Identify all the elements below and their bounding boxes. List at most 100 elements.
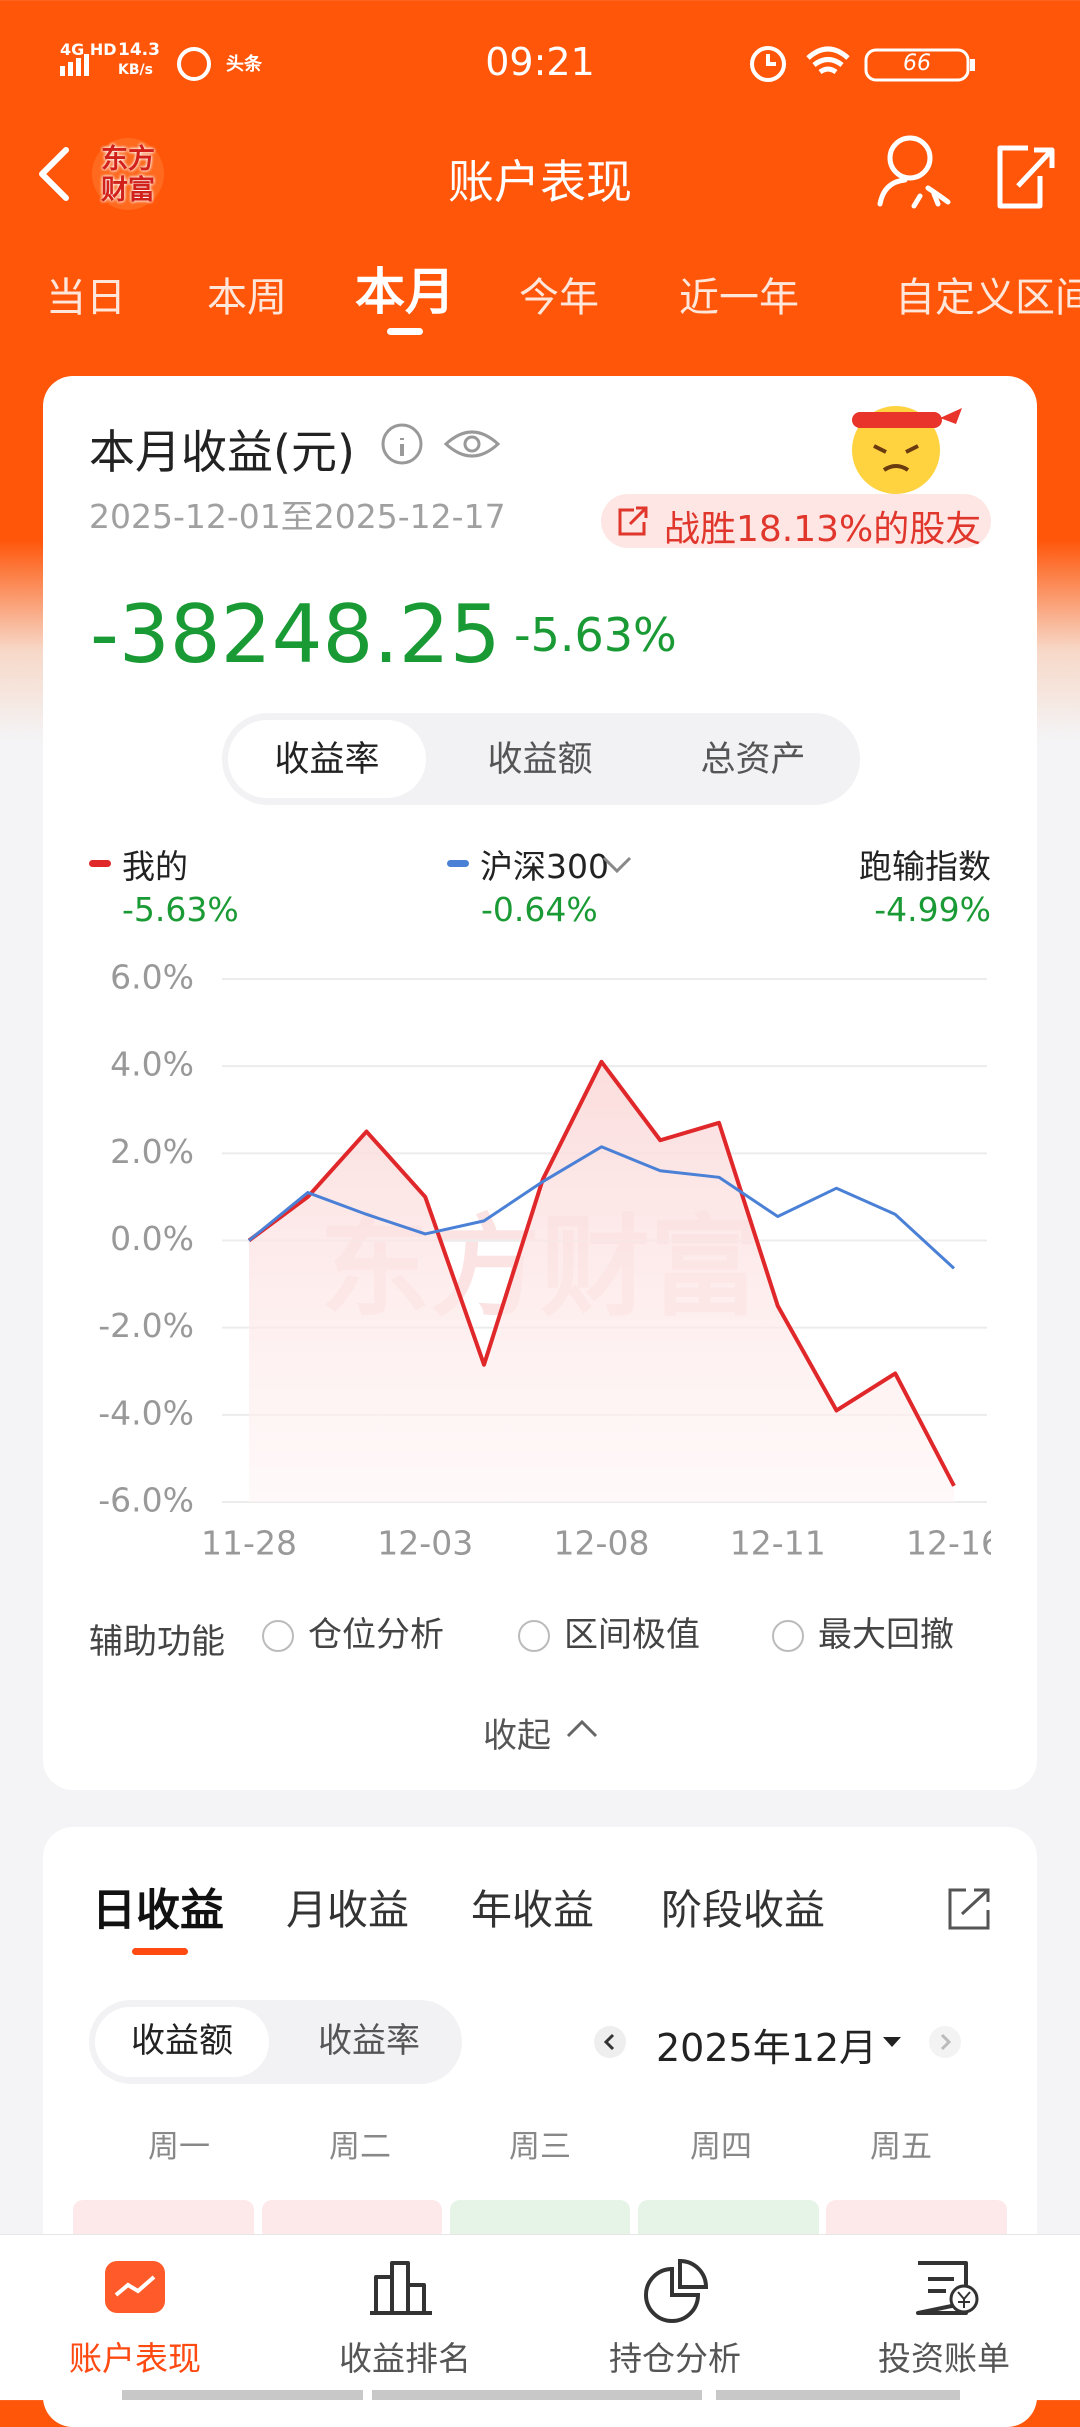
radio[interactable] — [772, 1620, 804, 1652]
metric-tab[interactable]: 总资产 — [700, 739, 806, 780]
mascot-band — [852, 412, 942, 428]
badge-text: 战胜18.13%的股友 — [664, 509, 982, 550]
earnings-share[interactable] — [944, 1884, 994, 1934]
prev-month[interactable] — [594, 2026, 626, 2058]
nav-icons — [105, 2258, 979, 2323]
share-arrow — [948, 1888, 990, 1930]
battery-tip — [970, 59, 975, 71]
nav-label[interactable]: 收益排名 — [339, 2338, 471, 2378]
legend-dropdown[interactable] — [600, 852, 634, 876]
period-tab[interactable]: 本周 — [207, 275, 287, 321]
back-button[interactable] — [39, 147, 69, 201]
network: 4G HD — [60, 40, 117, 59]
x-tick-label: 12-16 — [906, 1524, 991, 1563]
scrollbar — [372, 2390, 702, 2400]
logo-bg — [92, 138, 164, 210]
weekday: 周四 — [690, 2129, 752, 2166]
prev-chevron — [603, 2033, 615, 2051]
toggle-selected — [95, 2007, 269, 2077]
period-tabs: 当日 本周 本月 今年 近一年 自定义区间 — [0, 260, 1080, 350]
metric-tab-selected — [228, 720, 426, 798]
period-tab[interactable]: 自定义区间 — [895, 275, 1080, 321]
nav-label[interactable]: 持仓分析 — [609, 2338, 741, 2378]
dropdown-triangle — [883, 2037, 901, 2047]
y-tick-label: -2.0% — [98, 1306, 194, 1345]
scrollbar — [716, 2390, 960, 2400]
aux-option[interactable]: 仓位分析 — [308, 1615, 444, 1656]
y-tick-label: -4.0% — [98, 1393, 194, 1432]
area — [249, 1061, 954, 1502]
mascot-knot — [940, 408, 962, 424]
period-tab[interactable]: 本月 — [355, 263, 455, 321]
nav-label[interactable]: 账户表现 — [69, 2338, 201, 2378]
collapse-icon — [566, 1719, 598, 1738]
scrollbar — [122, 2390, 363, 2400]
alarm-hand — [766, 54, 776, 66]
metric-tab[interactable]: 收益率 — [274, 739, 380, 780]
earnings-tab[interactable]: 年收益 — [471, 1886, 594, 1935]
earnings-tab[interactable]: 阶段收益 — [661, 1886, 825, 1935]
legend-value: -0.64% — [481, 890, 598, 929]
x-tick-label: 12-03 — [377, 1524, 473, 1563]
x-tick-label: 11-28 — [201, 1524, 297, 1563]
rate: -5.63% — [514, 608, 677, 662]
y-tick-label: -6.0% — [98, 1481, 194, 1520]
battery — [864, 48, 970, 82]
legend-swatch — [447, 860, 469, 867]
user-icon[interactable] — [887, 135, 933, 181]
x-tick-label: 12-11 — [730, 1524, 826, 1563]
bottom-nav — [0, 2234, 1080, 2400]
nav-icon-holdings[interactable] — [644, 2258, 709, 2323]
app-icon — [177, 47, 211, 81]
speed-unit: KB/s — [118, 62, 153, 78]
next-icon — [940, 2033, 952, 2051]
radio[interactable] — [262, 1620, 294, 1652]
badge[interactable] — [601, 494, 991, 548]
collapse[interactable]: 收起 — [483, 1716, 551, 1756]
aux-label: 辅助功能 — [89, 1622, 225, 1662]
radio[interactable] — [518, 1620, 550, 1652]
next-month[interactable] — [929, 2026, 961, 2058]
info-icon[interactable] — [381, 423, 423, 465]
app-label: 头条 — [226, 54, 262, 75]
eye-pupil — [463, 435, 481, 453]
month[interactable]: 2025年12月 — [656, 2026, 878, 2070]
battery-level: 66 — [903, 51, 931, 76]
mascot-expression — [873, 444, 919, 472]
period-tab[interactable]: 近一年 — [679, 275, 799, 321]
aux-option[interactable]: 区间极值 — [564, 1615, 700, 1656]
legend-name: 跑输指数 — [859, 847, 991, 886]
nav-icon-ranking[interactable] — [370, 2261, 432, 2315]
time: 09:21 — [485, 40, 595, 84]
legend-name: 我的 — [122, 847, 188, 886]
nav-icon-bills[interactable] — [916, 2261, 968, 2315]
earnings-tab[interactable]: 日收益 — [92, 1885, 224, 1937]
metric-tab[interactable]: 收益额 — [487, 739, 593, 780]
toggle-option[interactable]: 收益率 — [318, 2021, 420, 2062]
badge-icon — [618, 506, 648, 536]
tab-indicator — [387, 328, 423, 335]
line-chart: 东方财富6.0%4.0%2.0%0.0%-2.0%-4.0%-6.0%11-28… — [98, 958, 991, 1563]
period-tab[interactable]: 当日 — [46, 275, 126, 321]
share-button[interactable] — [997, 145, 1055, 209]
legend-swatch — [89, 860, 111, 867]
mascot — [852, 406, 962, 494]
weekday: 周一 — [148, 2129, 210, 2166]
line — [248, 1145, 956, 1270]
page-title: 账户表现 — [448, 155, 632, 209]
dropdown-chevron — [602, 856, 632, 874]
collapse-chevron — [566, 1719, 598, 1738]
signal — [60, 54, 89, 76]
legend-name[interactable]: 沪深300 — [480, 847, 609, 886]
period-tab[interactable]: 今年 — [519, 275, 599, 321]
amount: -38248.25 — [90, 588, 501, 681]
nav-label[interactable]: 投资账单 — [878, 2338, 1010, 2378]
toggle-option[interactable]: 收益额 — [131, 2021, 233, 2062]
earnings-tab[interactable]: 月收益 — [286, 1886, 409, 1935]
month-dropdown — [883, 2037, 901, 2047]
y-tick-label: 6.0% — [110, 958, 194, 997]
aux-option[interactable]: 最大回撤 — [818, 1615, 954, 1656]
eye-icon[interactable] — [443, 430, 501, 458]
header-icons — [39, 135, 1055, 210]
